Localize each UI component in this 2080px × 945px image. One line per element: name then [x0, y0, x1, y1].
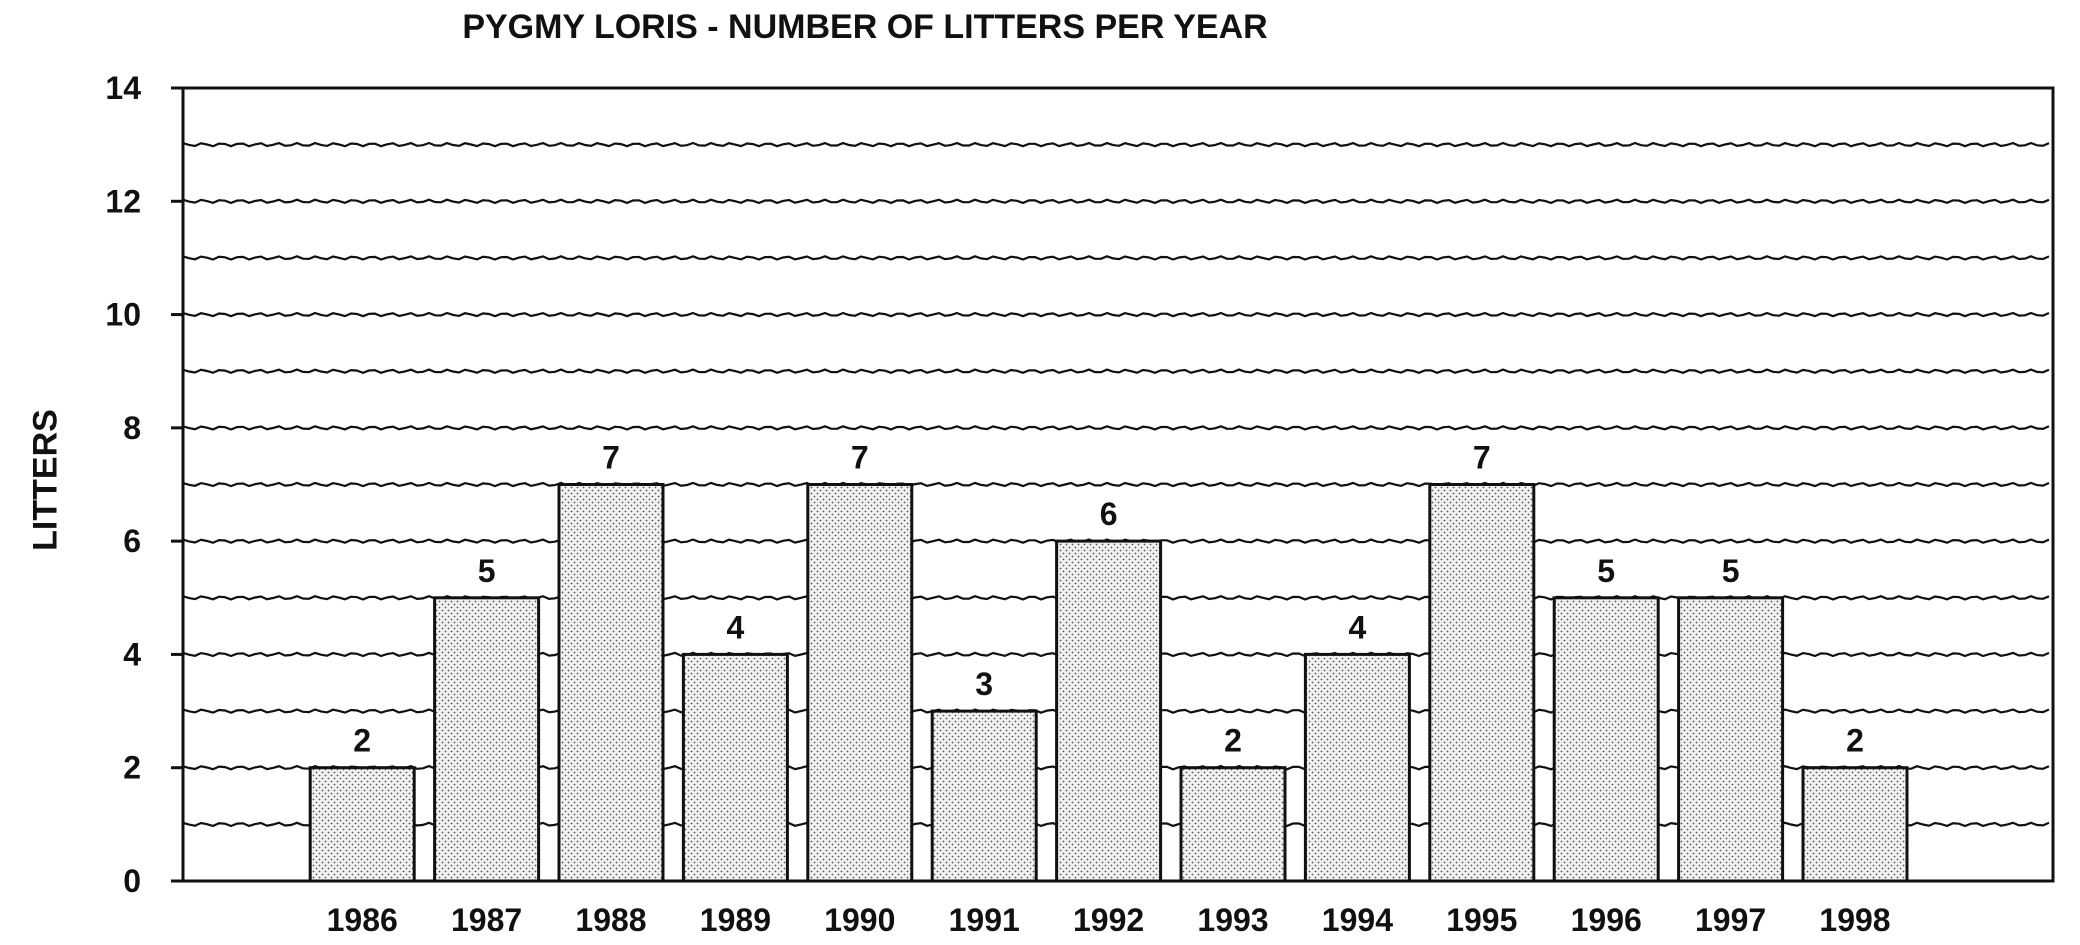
bar-value-label: 4	[1349, 609, 1367, 645]
gridline	[181, 254, 2050, 261]
bar-value-label: 7	[851, 440, 869, 476]
bar-value-label: 4	[727, 609, 745, 645]
bar-1988	[557, 483, 665, 883]
x-tick-label: 1990	[824, 902, 895, 938]
bar-value-label: 2	[1846, 723, 1864, 759]
bar-1989	[681, 652, 789, 883]
y-tick-label: 10	[105, 297, 141, 333]
bar-1986	[308, 766, 416, 883]
bar-1996	[1552, 596, 1660, 883]
gridline	[181, 311, 2050, 318]
bar-1995	[1428, 483, 1536, 883]
bars	[308, 483, 1909, 883]
x-axis: 1986 1987 1988 1989 1990 1991 1992 1993 1994 1995…	[327, 902, 1891, 938]
y-tick-label: 8	[123, 410, 141, 446]
bar-1987	[433, 596, 541, 883]
y-axis: 0 2 4 6 8 10 12 14	[105, 70, 183, 899]
x-tick-label: 1986	[327, 902, 398, 938]
gridline	[181, 481, 2050, 488]
bar-1993	[1179, 766, 1287, 883]
bar-1997	[1677, 596, 1785, 883]
y-tick-label: 2	[123, 750, 141, 786]
x-tick-label: 1988	[575, 902, 646, 938]
bar-1991	[930, 709, 1038, 883]
y-tick-label: 4	[123, 636, 141, 672]
x-tick-label: 1993	[1197, 902, 1268, 938]
bar-value-label: 6	[1100, 496, 1118, 532]
y-tick-label: 12	[105, 183, 141, 219]
x-tick-label: 1994	[1322, 902, 1393, 938]
bar-1994	[1303, 652, 1411, 883]
x-tick-label: 1995	[1446, 902, 1517, 938]
x-tick-label: 1987	[451, 902, 522, 938]
bar-1998	[1801, 766, 1909, 883]
bar-value-label: 5	[478, 553, 496, 589]
gridline	[181, 198, 2050, 205]
bar-value-label: 2	[1224, 723, 1242, 759]
bar-1992	[1055, 539, 1163, 883]
y-tick-label: 0	[123, 863, 141, 899]
bar-value-label: 5	[1722, 553, 1740, 589]
bar-value-labels: 2 5 7 4 7 3 6 2 4 7 5 5 2	[353, 440, 1864, 759]
bar-value-label: 2	[353, 723, 371, 759]
bar-value-label: 5	[1597, 553, 1615, 589]
bar-value-label: 7	[1473, 440, 1491, 476]
x-tick-label: 1998	[1819, 902, 1890, 938]
gridline	[181, 368, 2050, 374]
bar-value-label: 7	[602, 440, 620, 476]
x-tick-label: 1992	[1073, 902, 1144, 938]
bar-1990	[806, 483, 914, 883]
x-tick-label: 1989	[700, 902, 771, 938]
y-tick-label: 14	[105, 70, 141, 106]
x-tick-label: 1997	[1695, 902, 1766, 938]
x-tick-label: 1996	[1571, 902, 1642, 938]
x-tick-label: 1991	[949, 902, 1020, 938]
gridline	[181, 424, 2050, 431]
gridline	[181, 141, 2050, 148]
chart-title: PYGMY LORIS - NUMBER OF LITTERS PER YEAR	[462, 8, 1268, 46]
y-tick-label: 6	[123, 523, 141, 559]
bar-value-label: 3	[975, 666, 993, 702]
